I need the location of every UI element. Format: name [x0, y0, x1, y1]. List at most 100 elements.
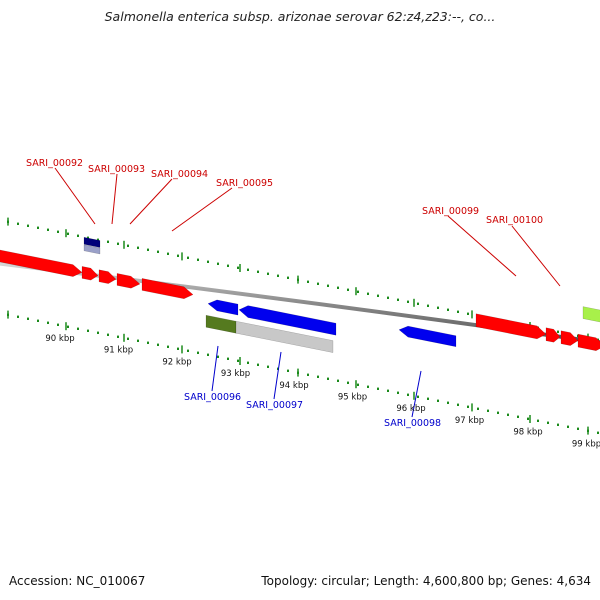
inner-ruler-dot	[187, 349, 189, 352]
inner-ruler-dot	[247, 361, 249, 364]
outer-ruler-dot	[67, 232, 69, 235]
outer-ruler-dot	[427, 304, 429, 307]
pseudogene-bar-dark[interactable]	[83, 236, 101, 248]
accession-text: Accession: NC_010067	[9, 574, 146, 588]
gene-features[interactable]	[0, 236, 600, 353]
outer-ruler-dot	[407, 300, 409, 303]
inner-ruler-dot	[147, 341, 149, 344]
inner-ruler-dot	[77, 327, 79, 330]
inner-ruler-dot	[227, 357, 229, 360]
reverse-gene-arrow[interactable]	[238, 305, 337, 336]
inner-ruler-dot	[337, 379, 339, 382]
forward-gene-label[interactable]: SARI_00099	[422, 206, 479, 217]
forward-label-leader	[511, 225, 561, 287]
forward-label-leader	[54, 167, 96, 225]
forward-gene-label[interactable]: SARI_00095	[216, 178, 273, 189]
pseudogene-bar-light[interactable]	[83, 244, 101, 255]
outer-ruler-dot	[287, 276, 289, 279]
reverse-gene-arrow[interactable]	[398, 325, 457, 348]
grey-feature-bar[interactable]	[235, 320, 334, 353]
outer-ruler-dot	[437, 306, 439, 309]
inner-ruler-dot	[257, 363, 259, 366]
forward-gene-arrow[interactable]	[577, 333, 600, 351]
inner-ruler-dot	[317, 375, 319, 378]
reverse-gene-label[interactable]: SARI_00096	[184, 392, 241, 403]
outer-ruler-dot	[57, 230, 59, 233]
forward-gene-label[interactable]: SARI_00100	[486, 215, 543, 226]
reverse-label-leader	[411, 370, 422, 418]
inner-ruler-dot	[567, 425, 569, 428]
reverse-gene-label[interactable]: SARI_00098	[384, 418, 441, 429]
forward-label-leader	[171, 187, 233, 232]
outer-ruler-dot	[357, 290, 359, 293]
outer-ruler-dot	[177, 254, 179, 257]
inner-ruler-dot	[87, 329, 89, 332]
outer-ruler-dot	[267, 272, 269, 275]
outer-ruler-dot	[187, 256, 189, 259]
outer-ruler-dot	[417, 302, 419, 305]
tick-label: 93 kbp	[221, 369, 250, 379]
outer-ruler-dot	[207, 260, 209, 263]
inner-ruler-dot	[127, 337, 129, 340]
inner-ruler-dot	[487, 409, 489, 412]
inner-ruler-dot	[167, 345, 169, 348]
outer-ruler-dot	[377, 294, 379, 297]
olive-feature-bar[interactable]	[205, 314, 237, 334]
forward-gene-arrow[interactable]	[560, 330, 579, 346]
forward-gene-arrow[interactable]	[98, 269, 117, 284]
inner-ruler-dot	[517, 415, 519, 418]
outer-ruler-dot	[137, 246, 139, 249]
forward-gene-arrow[interactable]	[81, 266, 99, 281]
forward-label-leader	[111, 173, 118, 225]
outer-ruler-dot	[87, 236, 89, 239]
outer-ruler-dot	[147, 248, 149, 251]
gene-labels[interactable]: SARI_00092 SARI_00093 SARI_00094 SARI_00095…	[26, 158, 543, 429]
inner-ruler-dot	[287, 369, 289, 372]
tick-label: 96 kbp	[396, 404, 425, 414]
outer-ruler-dot	[237, 266, 239, 269]
forward-label-leader	[447, 215, 517, 277]
reverse-gene-arrow[interactable]	[207, 299, 239, 316]
outer-ruler-dot	[447, 308, 449, 311]
inner-ruler-dot	[57, 323, 59, 326]
inner-ruler-dot	[97, 331, 99, 334]
forward-gene-label[interactable]: SARI_00092	[26, 158, 83, 169]
tick-label: 98 kbp	[513, 428, 542, 438]
inner-ruler-dot	[387, 389, 389, 392]
reverse-label-leader	[273, 351, 282, 400]
outer-ruler-dot	[397, 298, 399, 301]
inner-tick-ruler	[7, 310, 599, 435]
outer-ruler-dot	[27, 224, 29, 227]
inner-ruler-dot	[217, 355, 219, 358]
forward-gene-arrow[interactable]	[0, 249, 83, 277]
outer-ruler-dot	[217, 262, 219, 265]
inner-ruler-dot	[507, 413, 509, 416]
outer-ruler-dot	[327, 284, 329, 287]
forward-gene-arrow[interactable]	[475, 313, 547, 340]
forward-gene-arrow[interactable]	[545, 327, 561, 343]
reverse-label-leader	[211, 345, 219, 392]
outer-ruler-dot	[97, 238, 99, 241]
forward-gene-label[interactable]: SARI_00094	[151, 169, 208, 180]
inner-ruler-dot	[427, 397, 429, 400]
genome-summary-text: Topology: circular; Length: 4,600,800 bp…	[261, 574, 591, 588]
forward-gene-arrow[interactable]	[116, 273, 141, 289]
inner-ruler-dot	[207, 353, 209, 356]
forward-gene-arrow[interactable]	[141, 278, 194, 300]
forward-gene-label[interactable]: SARI_00093	[88, 164, 145, 175]
map-title: Salmonella enterica subsp. arizonae sero…	[104, 9, 496, 24]
outer-ruler-dot	[47, 228, 49, 231]
outer-ruler-dot	[117, 242, 119, 245]
tick-label: 97 kbp	[455, 416, 484, 426]
reverse-gene-label[interactable]: SARI_00097	[246, 400, 303, 411]
inner-ruler-dot	[47, 321, 49, 324]
inner-ruler-dot	[457, 403, 459, 406]
inner-ruler-dot	[577, 427, 579, 430]
outer-ruler-dot	[337, 286, 339, 289]
inner-ruler-dot	[177, 347, 179, 350]
tick-label: 95 kbp	[338, 393, 367, 403]
outer-ruler-dot	[277, 274, 279, 277]
inner-ruler-dot	[417, 395, 419, 398]
lime-feature-bar[interactable]	[582, 306, 600, 323]
